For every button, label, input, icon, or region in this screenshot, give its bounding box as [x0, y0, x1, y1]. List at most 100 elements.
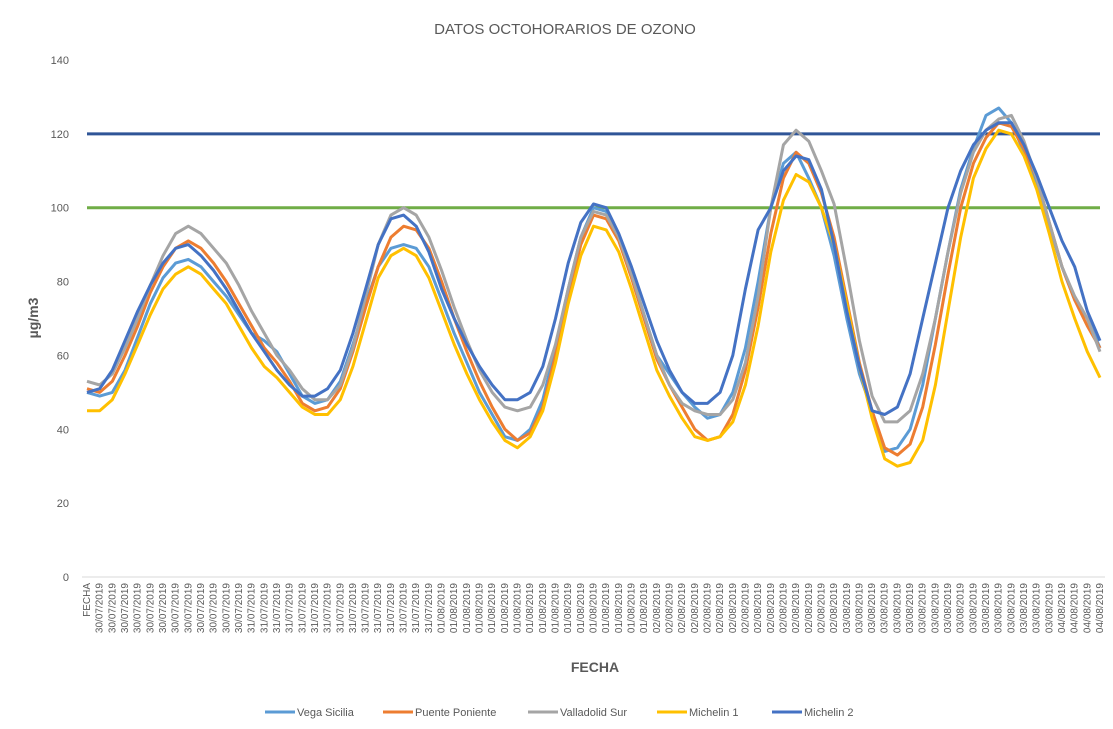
x-tick-label: FECHA [82, 583, 93, 617]
x-tick-label: 01/08/2019 [525, 583, 536, 633]
legend-label: Puente Poniente [415, 707, 496, 719]
x-tick-label: 30/07/2019 [209, 583, 220, 633]
x-tick-label: 31/07/2019 [348, 583, 359, 633]
x-tick-label: 02/08/2019 [778, 583, 789, 633]
chart-title: DATOS OCTOHORARIOS DE OZONO [434, 21, 696, 38]
series-line [86, 113, 1102, 424]
x-tick-label: 31/07/2019 [373, 583, 384, 633]
x-tick-label: 30/07/2019 [107, 583, 118, 633]
x-tick-label: 02/08/2019 [664, 583, 675, 633]
x-tick-label: 01/08/2019 [538, 583, 549, 633]
x-tick-label: 02/08/2019 [652, 583, 663, 633]
x-tick-label: 03/08/2019 [880, 583, 891, 633]
x-tick-label: 31/07/2019 [361, 583, 372, 633]
x-tick-label: 03/08/2019 [1032, 583, 1043, 633]
x-tick-label: 31/07/2019 [297, 583, 308, 633]
y-tick-label: 100 [51, 203, 69, 215]
x-tick-label: 01/08/2019 [487, 583, 498, 633]
x-tick-label: 03/08/2019 [905, 583, 916, 633]
legend-label: Michelin 2 [804, 707, 854, 719]
x-tick-label: 01/08/2019 [462, 583, 473, 633]
x-tick-label: 03/08/2019 [867, 583, 878, 633]
y-tick-label: 120 [51, 129, 69, 141]
x-tick-label: 02/08/2019 [677, 583, 688, 633]
x-tick-label: 03/08/2019 [981, 583, 992, 633]
x-tick-label: 04/08/2019 [1070, 583, 1081, 633]
x-tick-label: 02/08/2019 [791, 583, 802, 633]
x-tick-label: 31/07/2019 [424, 583, 435, 633]
y-tick-label: 140 [51, 55, 69, 67]
x-tick-label: 03/08/2019 [968, 583, 979, 633]
x-tick-label: 31/07/2019 [272, 583, 283, 633]
x-tick-label: 30/07/2019 [171, 583, 182, 633]
y-tick-label: 40 [57, 424, 69, 436]
x-tick-label: 02/08/2019 [728, 583, 739, 633]
x-tick-label: 04/08/2019 [1095, 583, 1106, 633]
x-tick-label: 01/08/2019 [614, 583, 625, 633]
x-tick-label: 30/07/2019 [158, 583, 169, 633]
x-tick-label: 03/08/2019 [994, 583, 1005, 633]
x-tick-label: 01/08/2019 [563, 583, 574, 633]
x-tick-label: 02/08/2019 [804, 583, 815, 633]
series-line [86, 121, 1102, 457]
y-tick-label: 0 [63, 572, 69, 584]
x-tick-label: 31/07/2019 [247, 583, 258, 633]
y-tick-label: 20 [57, 498, 69, 510]
x-tick-label: 31/07/2019 [285, 583, 296, 633]
y-axis-title: µg/m3 [25, 297, 41, 338]
x-tick-label: 31/07/2019 [411, 583, 422, 633]
x-tick-label: 03/08/2019 [1044, 583, 1055, 633]
legend-label: Vega Sicilia [297, 707, 355, 719]
x-tick-label: 31/07/2019 [386, 583, 397, 633]
x-tick-label: 03/08/2019 [892, 583, 903, 633]
legend-label: Michelin 1 [689, 707, 739, 719]
x-tick-label: 02/08/2019 [702, 583, 713, 633]
x-tick-label: 02/08/2019 [740, 583, 751, 633]
x-tick-label: 01/08/2019 [639, 583, 650, 633]
x-tick-label: 02/08/2019 [715, 583, 726, 633]
x-tick-label: 03/08/2019 [930, 583, 941, 633]
x-tick-label: 31/07/2019 [335, 583, 346, 633]
x-tick-label: 01/08/2019 [626, 583, 637, 633]
x-tick-label: 02/08/2019 [753, 583, 764, 633]
x-tick-label: 02/08/2019 [829, 583, 840, 633]
x-tick-label: 30/07/2019 [120, 583, 131, 633]
x-tick-label: 30/07/2019 [196, 583, 207, 633]
x-tick-label: 01/08/2019 [513, 583, 524, 633]
x-tick-label: 03/08/2019 [842, 583, 853, 633]
x-tick-label: 31/07/2019 [310, 583, 321, 633]
x-tick-label: 03/08/2019 [956, 583, 967, 633]
x-tick-label: 04/08/2019 [1057, 583, 1068, 633]
x-tick-label: 30/07/2019 [221, 583, 232, 633]
x-tick-label: 31/07/2019 [323, 583, 334, 633]
x-tick-label: 02/08/2019 [766, 583, 777, 633]
x-tick-label: 30/07/2019 [133, 583, 144, 633]
x-tick-label: 01/08/2019 [475, 583, 486, 633]
x-tick-label: 01/08/2019 [551, 583, 562, 633]
x-tick-label: 30/07/2019 [183, 583, 194, 633]
y-tick-label: 60 [57, 350, 69, 362]
x-tick-label: 01/08/2019 [589, 583, 600, 633]
x-tick-label: 31/07/2019 [259, 583, 270, 633]
x-tick-label: 01/08/2019 [449, 583, 460, 633]
x-tick-label: 01/08/2019 [437, 583, 448, 633]
legend-label: Valladolid Sur [560, 707, 627, 719]
series-line [86, 121, 1102, 416]
series-line [87, 128, 1102, 468]
x-tick-label: 04/08/2019 [1082, 583, 1093, 633]
x-tick-label: 01/08/2019 [576, 583, 587, 633]
x-tick-label: 30/07/2019 [234, 583, 245, 633]
x-axis-title: FECHA [571, 659, 619, 675]
x-tick-label: 03/08/2019 [1019, 583, 1030, 633]
x-tick-label: 30/07/2019 [95, 583, 106, 633]
x-tick-label: 30/07/2019 [145, 583, 156, 633]
y-tick-label: 80 [57, 277, 69, 289]
x-tick-label: 02/08/2019 [690, 583, 701, 633]
x-tick-label: 01/08/2019 [500, 583, 511, 633]
x-tick-label: 01/08/2019 [601, 583, 612, 633]
x-tick-label: 03/08/2019 [943, 583, 954, 633]
x-tick-label: 03/08/2019 [918, 583, 929, 633]
x-tick-label: 02/08/2019 [816, 583, 827, 633]
x-tick-label: 31/07/2019 [399, 583, 410, 633]
